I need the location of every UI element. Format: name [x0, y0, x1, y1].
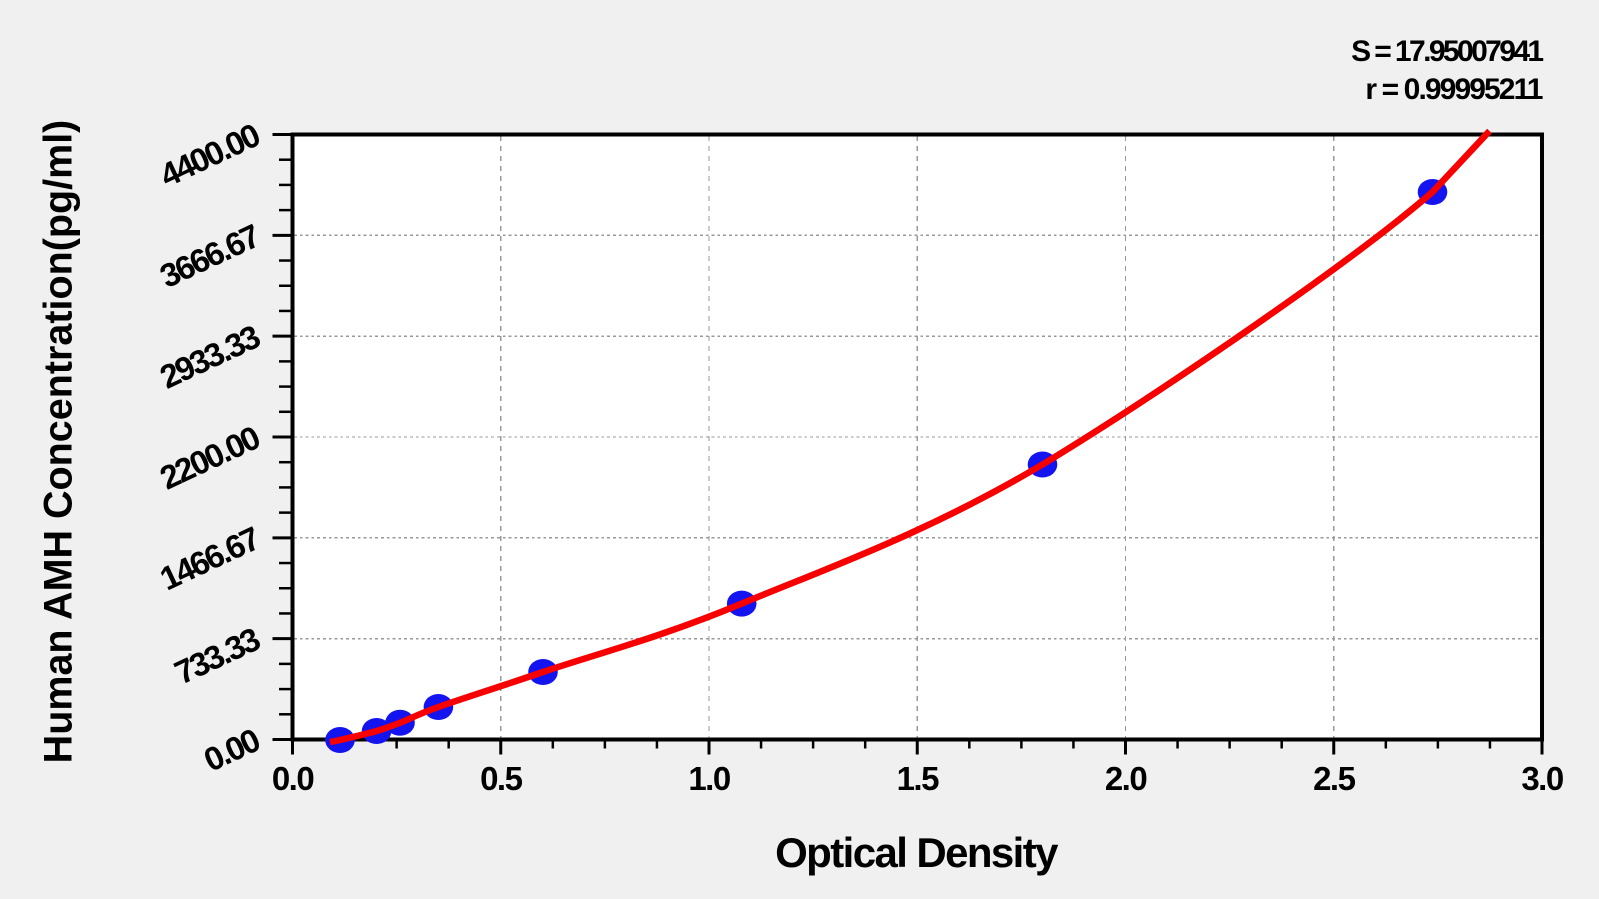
svg-text:1.0: 1.0: [688, 760, 730, 797]
svg-text:2.0: 2.0: [1105, 760, 1147, 797]
svg-text:Optical Density: Optical Density: [775, 829, 1059, 876]
svg-text:0.0: 0.0: [272, 760, 314, 797]
svg-text:2.5: 2.5: [1313, 760, 1356, 797]
svg-text:S = 17.95007941: S = 17.95007941: [1351, 35, 1543, 68]
svg-text:1.5: 1.5: [897, 760, 940, 797]
svg-text:3.0: 3.0: [1521, 760, 1563, 797]
svg-text:Human AMH Concentration(pg/ml): Human AMH Concentration(pg/ml): [37, 120, 81, 764]
svg-text:r = 0.99995211: r = 0.99995211: [1365, 73, 1542, 106]
svg-text:0.5: 0.5: [480, 760, 523, 797]
